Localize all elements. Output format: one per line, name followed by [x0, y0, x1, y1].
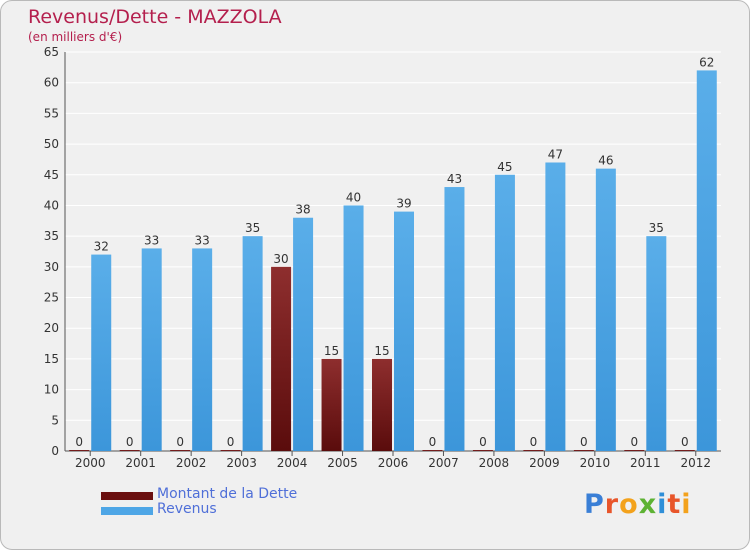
y-tick-label: 20 — [44, 321, 59, 335]
data-label: 0 — [429, 435, 437, 449]
data-label: 15 — [374, 344, 389, 358]
y-tick-label: 0 — [51, 444, 59, 458]
data-label: 45 — [497, 160, 512, 174]
bar-debt — [472, 450, 493, 451]
data-label: 33 — [195, 233, 210, 247]
data-label: 35 — [649, 221, 664, 235]
proxiti-logo: Proxiti — [584, 489, 692, 520]
data-label: 46 — [598, 154, 613, 168]
data-label: 43 — [447, 172, 462, 186]
y-tick-label: 40 — [44, 198, 59, 212]
y-tick-label: 35 — [44, 229, 59, 243]
y-tick-label: 60 — [44, 76, 59, 90]
bar-revenue — [646, 236, 667, 451]
legend-label-revenue: Revenus — [157, 501, 217, 517]
data-label: 35 — [245, 221, 260, 235]
data-label: 15 — [324, 344, 339, 358]
bar-debt — [523, 450, 544, 451]
x-tick-label: 2007 — [428, 456, 459, 470]
data-label: 0 — [176, 435, 184, 449]
bar-debt — [422, 450, 443, 451]
bar-debt — [372, 358, 392, 451]
legend-swatch-debt — [101, 492, 153, 500]
bar-debt — [119, 450, 140, 451]
data-label: 0 — [126, 435, 134, 449]
bar-debt — [321, 358, 342, 451]
x-tick-label: 2003 — [226, 456, 257, 470]
data-label: 32 — [94, 240, 109, 254]
x-tick-label: 2008 — [479, 456, 510, 470]
bar-debt — [271, 266, 292, 451]
x-tick-label: 2002 — [176, 456, 207, 470]
bar-revenue — [545, 162, 566, 451]
y-tick-label: 30 — [44, 260, 59, 274]
data-label: 39 — [396, 197, 411, 211]
y-tick-label: 5 — [51, 413, 59, 427]
bar-revenue — [394, 211, 414, 451]
bar-revenue — [696, 70, 717, 452]
bar-revenue — [141, 248, 162, 451]
bar-revenue — [242, 236, 263, 451]
legend-swatch-revenue — [101, 507, 153, 515]
x-tick-label: 2005 — [327, 456, 358, 470]
x-tick-label: 2001 — [125, 456, 156, 470]
bar-debt — [624, 450, 645, 451]
y-tick-label: 45 — [44, 168, 59, 182]
data-label: 0 — [479, 435, 487, 449]
bar-revenue — [343, 205, 364, 451]
bar-revenue — [192, 248, 213, 451]
bar-debt — [170, 450, 191, 451]
data-label: 0 — [630, 435, 638, 449]
y-tick-label: 25 — [44, 291, 59, 305]
bar-revenue — [91, 254, 112, 451]
bar-revenue — [595, 168, 616, 451]
data-label: 33 — [144, 233, 159, 247]
bar-revenue — [494, 174, 515, 451]
x-tick-label: 2012 — [680, 456, 711, 470]
data-label: 0 — [681, 435, 689, 449]
x-tick-label: 2009 — [529, 456, 560, 470]
data-label: 0 — [227, 435, 235, 449]
data-label: 0 — [580, 435, 588, 449]
chart-title: Revenus/Dette - MAZZOLA — [28, 6, 282, 28]
data-label: 0 — [530, 435, 538, 449]
bar-debt — [674, 450, 695, 451]
x-tick-label: 2004 — [277, 456, 308, 470]
y-tick-label: 15 — [44, 352, 59, 366]
y-tick-label: 10 — [44, 383, 59, 397]
bar-debt — [69, 450, 90, 451]
data-label: 38 — [295, 203, 310, 217]
data-label: 47 — [548, 147, 563, 161]
bar-debt — [573, 450, 594, 451]
legend-label-debt: Montant de la Dette — [157, 486, 298, 502]
y-tick-label: 55 — [44, 106, 59, 120]
y-tick-label: 50 — [44, 137, 59, 151]
y-tick-label: 65 — [44, 45, 59, 59]
bar-revenue — [293, 217, 314, 451]
x-tick-label: 2006 — [378, 456, 409, 470]
chart-subtitle: (en milliers d'€) — [28, 30, 123, 44]
x-tick-label: 2011 — [630, 456, 661, 470]
bar-revenue — [444, 187, 465, 452]
data-label: 30 — [273, 252, 288, 266]
bar-debt — [220, 450, 241, 451]
x-tick-label: 2000 — [75, 456, 106, 470]
x-tick-label: 2010 — [580, 456, 611, 470]
data-label: 62 — [699, 55, 714, 69]
data-label: 0 — [75, 435, 83, 449]
data-label: 40 — [346, 190, 361, 204]
